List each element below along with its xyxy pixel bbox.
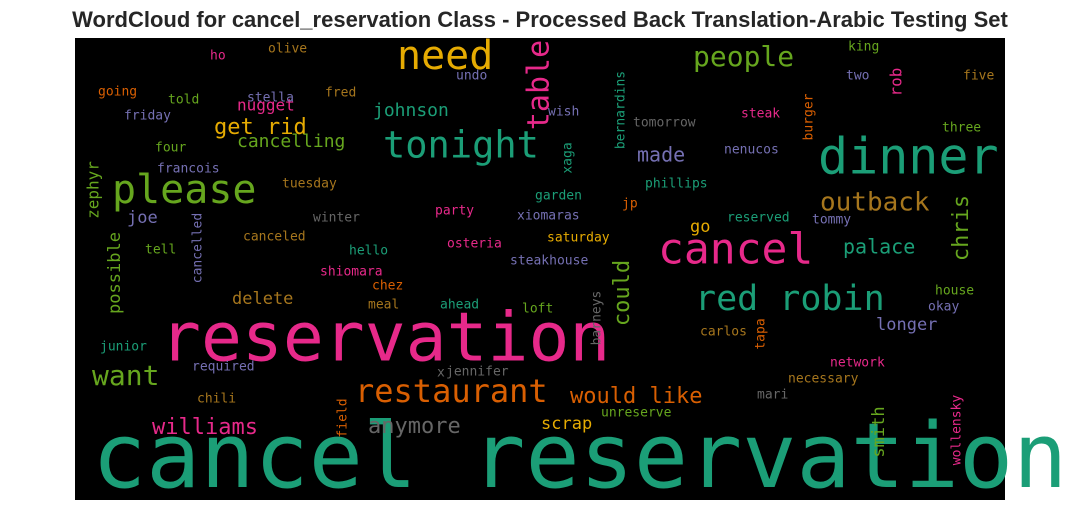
word: told	[168, 93, 199, 108]
word: unreserve	[601, 406, 672, 421]
word: get rid	[214, 115, 307, 140]
word: johnson	[373, 100, 449, 121]
word: five	[963, 69, 994, 84]
word: burger	[802, 93, 817, 140]
word: four	[155, 141, 186, 156]
word: king	[848, 40, 879, 55]
word: fred	[325, 86, 356, 101]
word: three	[942, 121, 981, 136]
word: tell	[145, 243, 176, 258]
word: could	[610, 260, 635, 326]
word: garden	[535, 189, 582, 204]
word: outback	[820, 188, 930, 218]
word: rob	[887, 68, 906, 97]
word: meal	[368, 298, 399, 313]
word: cancelling	[237, 131, 345, 152]
word: steak	[741, 107, 780, 122]
word: longer	[876, 315, 937, 335]
word: chili	[197, 392, 236, 407]
cloud-background	[75, 38, 1005, 500]
word: loft	[522, 302, 553, 317]
word: network	[830, 356, 885, 371]
word: reserved	[727, 211, 790, 226]
word: party	[435, 204, 474, 219]
word: olive	[268, 42, 307, 57]
word: canceled	[243, 230, 306, 245]
word: smith	[869, 406, 889, 457]
word: tommy	[812, 213, 851, 228]
word: hello	[349, 244, 388, 259]
word: tonight	[383, 124, 539, 167]
word: osteria	[447, 237, 502, 252]
word: house	[935, 284, 974, 299]
word: want	[92, 359, 159, 392]
word: williams	[152, 415, 258, 440]
word: tuesday	[282, 177, 337, 192]
word: possible	[105, 232, 125, 314]
word: restaurant	[355, 372, 548, 410]
word: need	[397, 33, 493, 79]
word: wollensky	[950, 395, 965, 466]
word: cancelled	[191, 213, 206, 283]
word: stella	[247, 91, 294, 106]
word: dinner	[818, 128, 999, 186]
word: cancel	[658, 225, 813, 275]
word: chez	[372, 279, 403, 294]
word: wish	[548, 105, 579, 120]
word: tomorrow	[633, 116, 696, 131]
word: two	[846, 69, 869, 84]
word: bernardins	[614, 71, 629, 149]
word: palace	[843, 235, 915, 259]
word: tapa	[754, 318, 769, 349]
word: nugget	[237, 96, 295, 115]
word: please	[112, 167, 257, 213]
word: nenucos	[724, 143, 779, 158]
word: xiomaras	[517, 209, 580, 224]
word: jp	[622, 197, 638, 212]
title: WordCloud for cancel_reservation Class -…	[72, 7, 1008, 32]
word: winter	[313, 211, 360, 226]
word-cloud: cancel reservationreservationdinnercance…	[84, 33, 1068, 509]
word: friday	[124, 109, 171, 124]
word: steakhouse	[510, 254, 588, 269]
word: carlos	[700, 325, 747, 340]
word: saturday	[547, 231, 610, 246]
word: people	[693, 40, 794, 73]
word: necessary	[788, 372, 859, 387]
word: jennifer	[446, 365, 509, 380]
word: would like	[570, 384, 702, 409]
word: anymore	[368, 414, 461, 439]
word: joe	[127, 208, 158, 228]
word: mari	[757, 388, 788, 403]
word: phillips	[645, 177, 708, 192]
word: cancel reservation	[92, 404, 1067, 509]
word: francois	[157, 162, 220, 177]
word: delete	[232, 289, 293, 309]
word: junior	[100, 340, 147, 355]
word: okay	[928, 300, 959, 315]
word: table	[522, 40, 557, 130]
word: going	[98, 85, 137, 100]
word: zephyr	[84, 161, 103, 219]
word: scrap	[541, 414, 592, 434]
word: made	[637, 143, 685, 167]
word: red robin	[695, 279, 885, 319]
word: ahead	[440, 298, 479, 313]
word: required	[192, 360, 255, 375]
word: field	[336, 398, 351, 437]
word: shiomara	[320, 265, 383, 280]
word: reservation	[160, 299, 610, 378]
word: go	[690, 217, 710, 237]
word: ho	[210, 49, 226, 64]
word: xaga	[561, 142, 576, 173]
word: undo	[456, 69, 487, 84]
word: chris	[949, 195, 974, 261]
word: x	[437, 366, 445, 381]
word: barneys	[590, 291, 605, 346]
